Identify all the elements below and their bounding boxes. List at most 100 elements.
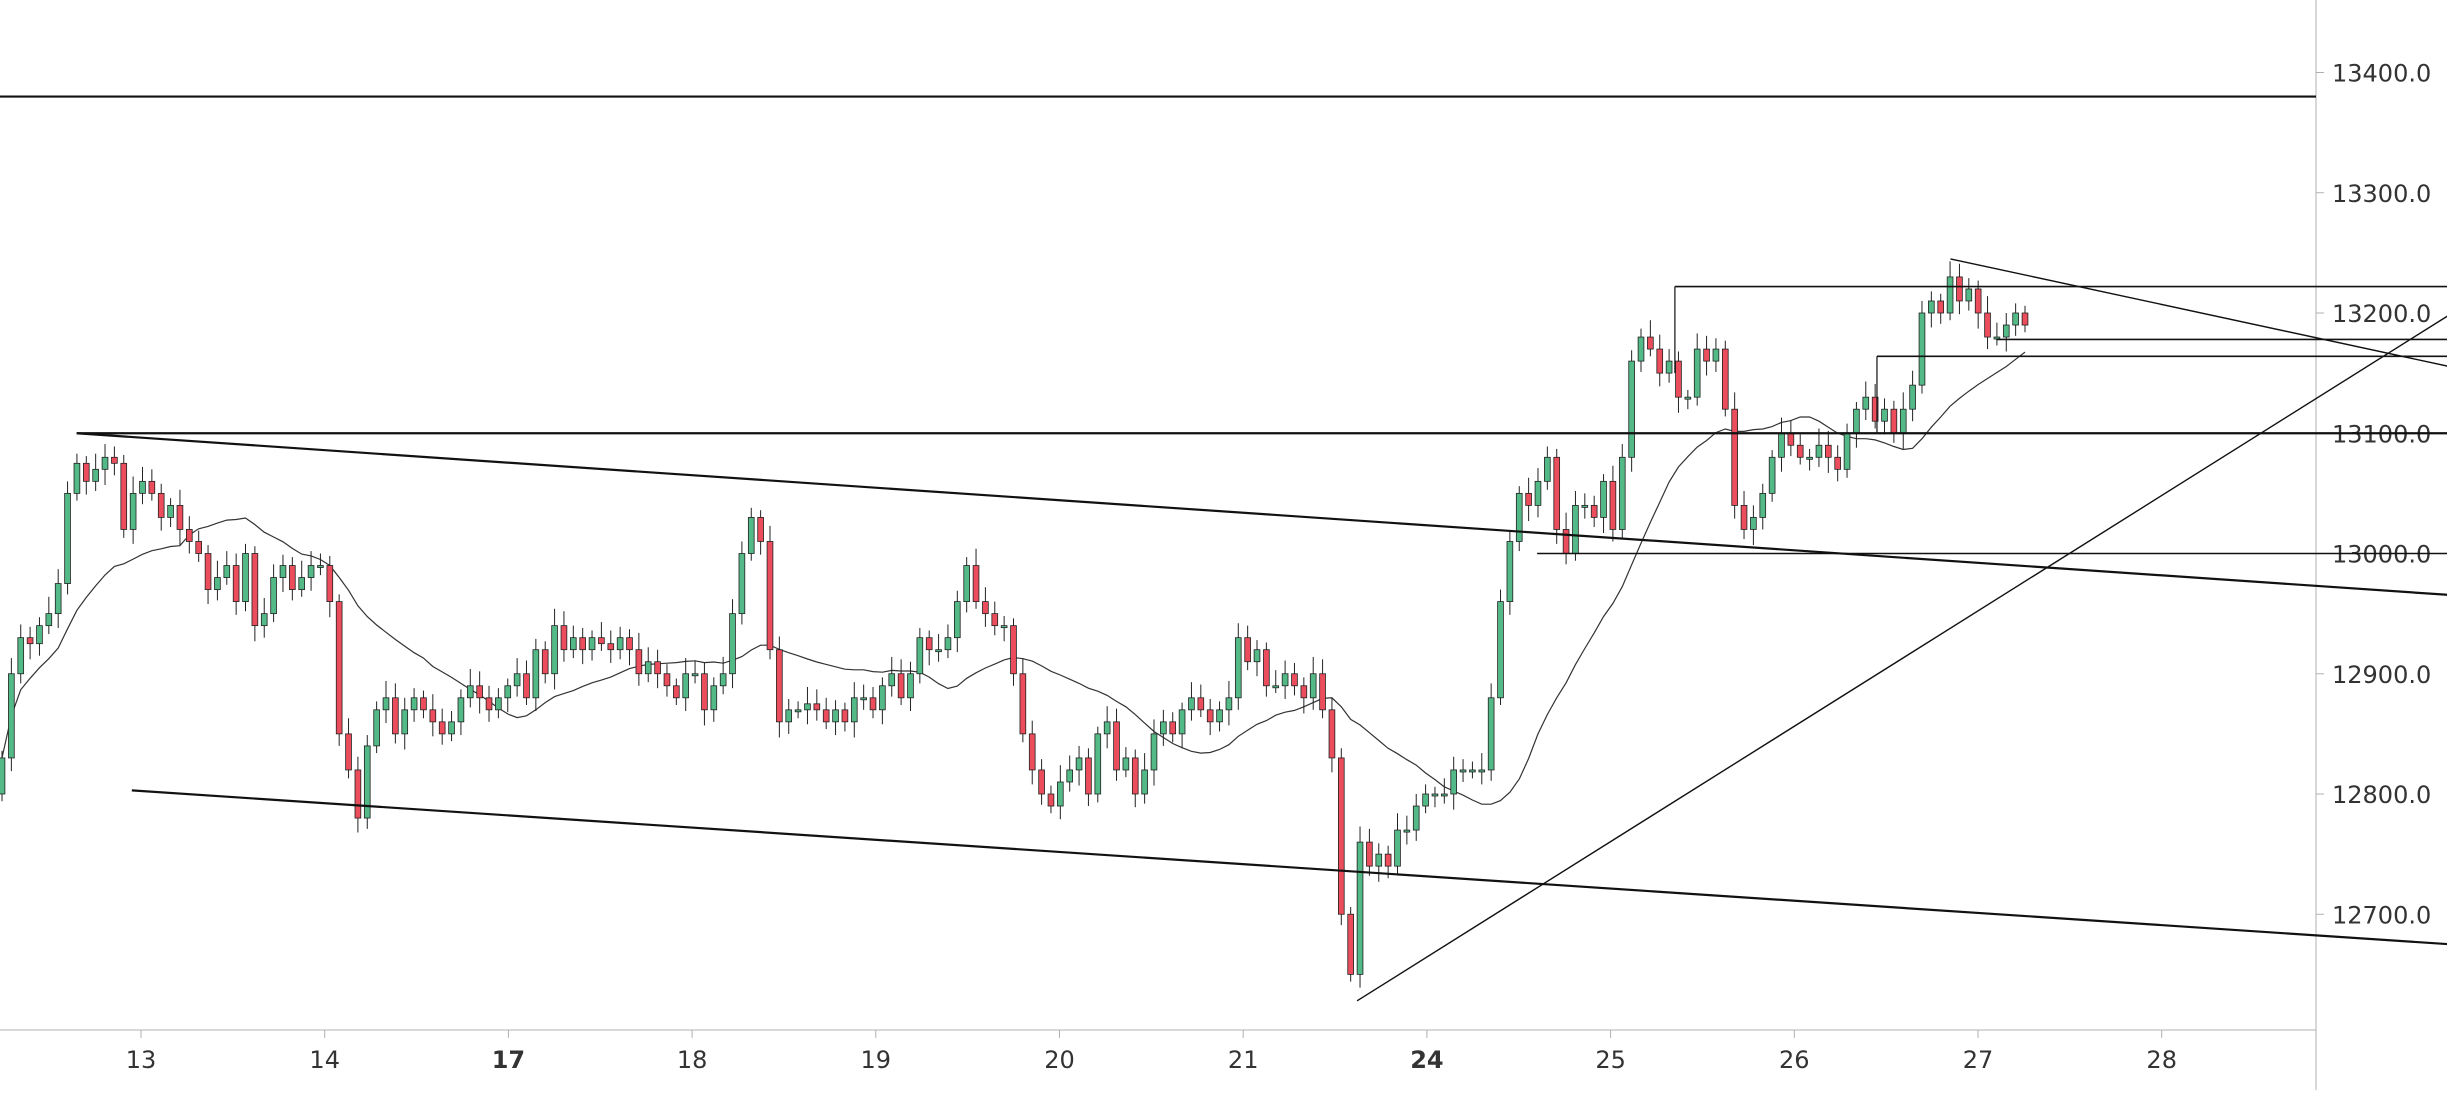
- candle: [317, 553, 324, 576]
- candle: [101, 444, 109, 485]
- candle-body: [682, 673, 690, 699]
- candle-body: [598, 637, 605, 645]
- candle: [1225, 680, 1233, 726]
- candle: [850, 682, 858, 738]
- candle: [1019, 658, 1027, 743]
- candle-body: [354, 769, 362, 819]
- candle-body: [466, 685, 474, 699]
- time-tick-label: 17: [492, 1046, 525, 1074]
- candle: [1750, 505, 1757, 546]
- candle: [738, 541, 746, 625]
- candle-body: [1066, 769, 1073, 783]
- candle: [1328, 697, 1336, 773]
- candle-body: [907, 673, 914, 699]
- candle-body: [869, 697, 877, 711]
- candle-body: [485, 697, 493, 711]
- candle-body: [710, 685, 718, 711]
- candle-body: [148, 480, 156, 494]
- candle-body: [841, 709, 849, 723]
- candle-body: [1787, 432, 1795, 446]
- candle-body: [1731, 408, 1738, 506]
- candle-body: [1384, 853, 1392, 867]
- candle: [448, 711, 455, 742]
- candle-body: [1160, 721, 1167, 735]
- candle: [260, 597, 268, 638]
- candle: [1515, 486, 1523, 552]
- candle-body: [1028, 733, 1036, 771]
- candle: [1263, 642, 1270, 697]
- candle-body: [1834, 456, 1841, 470]
- candle-body: [382, 697, 390, 711]
- candle-body: [101, 456, 109, 470]
- candle: [73, 453, 81, 501]
- price-axis: 13400.013300.013200.013100.013000.012900…: [2315, 0, 2431, 1090]
- candle-body: [860, 697, 867, 701]
- candle: [1965, 278, 1973, 311]
- candle: [1047, 785, 1055, 814]
- candle: [1094, 726, 1102, 803]
- price-tick-label: 12900.0: [2332, 661, 2431, 689]
- candle-body: [738, 553, 746, 615]
- candle: [382, 680, 390, 724]
- candle: [1000, 616, 1008, 642]
- candle-body: [214, 577, 221, 590]
- candle: [1057, 765, 1064, 820]
- candle: [1974, 280, 1982, 329]
- candle-body: [1178, 709, 1186, 735]
- candle-body: [1778, 432, 1785, 458]
- candle: [1216, 701, 1223, 732]
- candle-body: [139, 480, 146, 494]
- candle-body: [392, 697, 399, 735]
- candle-body: [1656, 348, 1664, 374]
- candle: [860, 684, 867, 710]
- time-tick-label: 19: [861, 1046, 892, 1074]
- candle: [1066, 755, 1073, 792]
- candle-body: [644, 661, 652, 675]
- candle: [1356, 826, 1364, 988]
- candle: [26, 626, 34, 660]
- candle: [644, 647, 652, 683]
- candle: [1272, 670, 1280, 693]
- candle-body: [1572, 504, 1579, 554]
- candle: [1197, 684, 1205, 718]
- candle: [186, 516, 193, 554]
- candle: [925, 630, 933, 666]
- candle-body: [1244, 637, 1251, 663]
- candle: [1825, 430, 1832, 473]
- candle: [570, 625, 577, 659]
- candle: [354, 756, 362, 833]
- time-tick-label: 14: [309, 1046, 340, 1074]
- candle: [1412, 794, 1420, 841]
- candle: [1984, 296, 1991, 350]
- candle: [1609, 465, 1617, 542]
- candle: [1113, 708, 1120, 781]
- candle: [0, 750, 6, 802]
- time-tick-label: 25: [1595, 1046, 1626, 1074]
- candle: [1928, 291, 1935, 328]
- candle: [1038, 759, 1045, 805]
- candle-body: [420, 697, 427, 711]
- candle: [579, 628, 586, 665]
- candle-body: [289, 565, 296, 590]
- candle-body: [345, 733, 352, 771]
- time-tick-label: 27: [1963, 1046, 1994, 1074]
- candle: [991, 601, 999, 636]
- candle-body: [410, 697, 418, 711]
- candle-body: [1693, 348, 1701, 398]
- candle: [1103, 706, 1111, 749]
- candle: [335, 594, 343, 746]
- candle-body: [242, 553, 249, 602]
- time-axis: 13 14 17 18 19 20 21 24 25 26 27 28: [0, 1029, 2316, 1074]
- candle-body: [1750, 517, 1757, 530]
- candle: [1534, 468, 1542, 518]
- candle-body: [64, 492, 71, 584]
- candle: [176, 489, 184, 546]
- candle-body: [729, 613, 736, 675]
- candle: [1675, 351, 1682, 413]
- candle: [120, 454, 128, 538]
- candle: [251, 546, 259, 642]
- candle: [1665, 349, 1673, 383]
- candle-body: [1806, 456, 1813, 460]
- candle: [2012, 303, 2019, 336]
- candle-body: [0, 757, 6, 795]
